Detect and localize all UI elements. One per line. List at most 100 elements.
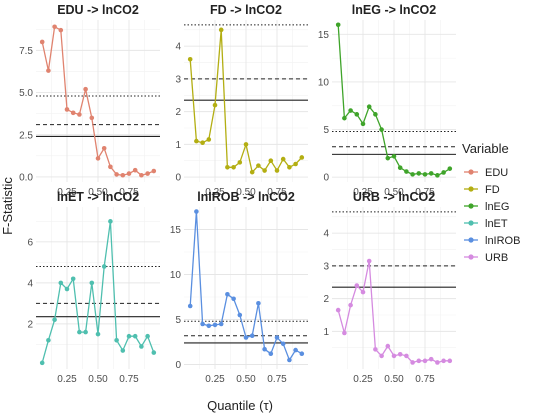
data-point [218,27,224,33]
data-point [108,164,113,170]
data-point [391,353,397,359]
panel-title: URB -> lnCO2 [353,190,435,204]
y-tick-label: 0 [175,360,181,371]
data-point [280,341,286,347]
data-point [120,348,126,353]
data-point [348,108,353,113]
data-point [348,302,353,308]
x-tick-label: 0.75 [267,374,287,385]
data-point [354,283,360,288]
panel-title: EDU -> lnCO2 [57,3,139,17]
data-point [243,335,249,340]
y-tick-label: 1 [323,327,329,338]
legend-key-point [468,186,474,192]
data-point [218,321,224,327]
data-point [379,353,384,359]
legend-item-edu: EDU [464,167,508,179]
legend-key-point [468,169,474,175]
data-point [52,24,57,30]
data-point [114,337,119,343]
data-point [77,329,82,335]
data-point [139,344,144,349]
legend-key-point [468,203,474,209]
data-point [274,335,280,340]
data-point [237,312,243,318]
y-tick-label: 6 [27,237,33,248]
legend-label: FD [485,184,500,196]
data-point [132,167,138,173]
data-point [366,104,372,110]
legend-key-point [468,237,474,243]
data-point [416,358,422,364]
data-point [404,353,409,359]
data-point [428,171,434,176]
data-point [280,156,286,162]
x-tick-label: 0.50 [88,187,108,198]
grid [184,207,308,369]
y-tick-label: 3 [175,74,181,85]
data-point [151,350,157,355]
data-point [360,289,366,295]
x-tick-label: 0.25 [205,187,225,198]
data-point [404,169,409,174]
data-point [373,347,378,352]
data-point [89,280,95,286]
data-point [249,333,255,339]
legend-item-urb: URB [464,252,508,264]
y-tick-label: 2.5 [19,130,33,141]
data-point [268,351,274,357]
panel-fd: FD -> lnCO2 0.25 0.50 0.75 0 1 2 3 4 [175,3,308,198]
legend-items: EDU FD lnEG lnET lnIROB URB [464,167,520,264]
data-point [447,358,453,364]
data-point [441,358,446,364]
grid [36,207,160,369]
data-point [354,112,360,117]
data-point [200,140,205,146]
legend-item-lneg: lnEG [464,201,509,213]
data-point [52,317,57,323]
data-point [101,145,107,151]
grid [332,207,456,369]
y-tick-label: 15 [318,30,330,41]
data-point [391,153,397,159]
x-tick-label: 0.75 [415,187,435,198]
data-point [225,292,230,297]
y-tick-label: 15 [170,225,182,236]
data-point [212,102,218,108]
data-point [114,172,119,177]
legend-item-lnet: lnET [464,218,508,230]
data-point [206,137,212,142]
data-point [249,169,255,175]
legend-label: lnEG [485,201,509,213]
data-point [299,351,305,357]
panel-lneg: lnEG -> lnCO2 0.25 0.50 0.75 0 5 10 15 [318,3,456,198]
x-tick-label: 0.50 [236,187,256,198]
data-point [194,138,199,144]
data-point [274,168,280,173]
data-point [95,156,101,161]
data-point [151,168,157,174]
data-point [422,172,428,177]
data-point [145,333,150,339]
data-point [366,258,372,264]
data-point [287,164,292,170]
data-point [416,171,422,176]
data-point [256,301,261,306]
y-tick-label: 5 [323,125,329,136]
data-point [373,112,378,117]
data-point [385,343,391,349]
panel-title: lnEG -> lnCO2 [352,3,436,17]
data-point [293,347,298,353]
legend-label: URB [485,252,508,264]
data-point [101,264,107,269]
data-point [108,219,113,224]
x-axis-label: Quantile (τ) [207,398,273,413]
data-point [200,321,205,327]
data-point [335,307,341,313]
data-point [70,276,76,282]
x-tick-label: 0.25 [57,374,77,385]
y-tick-label: 4 [175,42,181,53]
legend-label: lnIROB [485,235,520,247]
data-point [342,115,347,121]
